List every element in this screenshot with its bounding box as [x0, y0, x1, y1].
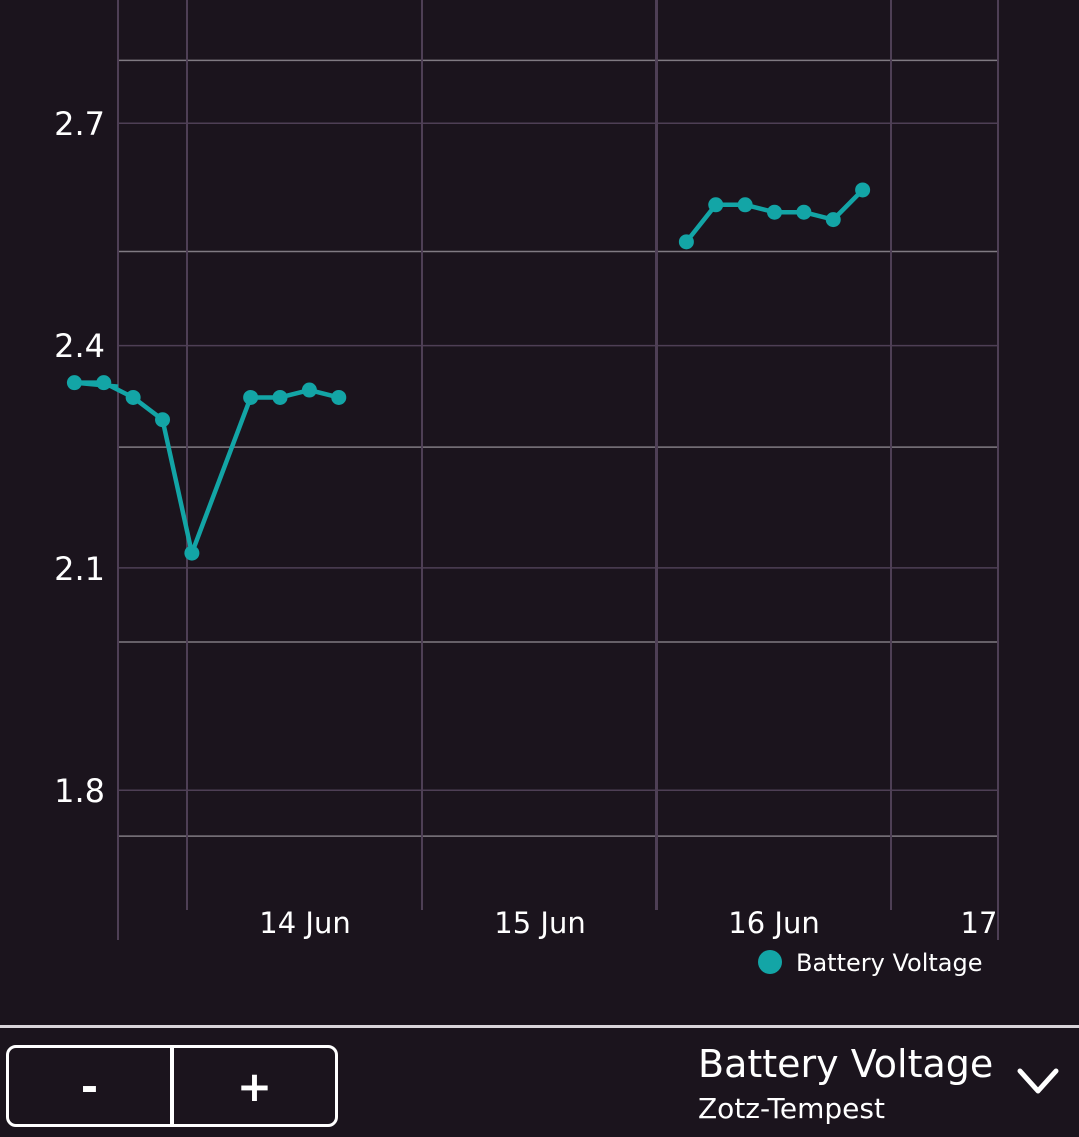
x-tick-label: 14 Jun — [259, 906, 350, 940]
data-point[interactable] — [66, 375, 82, 391]
data-point[interactable] — [301, 382, 317, 398]
zoom-controls: - + — [6, 1045, 338, 1127]
battery-voltage-chart: 2.7 2.4 2.1 1.8 14 Jun 15 Jun 16 Jun 17 … — [54, 0, 999, 977]
data-point[interactable] — [184, 545, 200, 561]
chevron-down-icon[interactable] — [1016, 1066, 1060, 1096]
series-line-segment — [72, 380, 340, 556]
legend-swatch — [758, 950, 782, 974]
chart-legend: Battery Voltage — [758, 949, 982, 977]
metric-selector[interactable]: Battery Voltage Zotz-Tempest — [698, 1040, 1073, 1130]
y-tick-label: 1.8 — [54, 772, 105, 810]
divider — [0, 1025, 1079, 1028]
zoom-separator — [170, 1048, 174, 1124]
chart-area[interactable]: 2.7 2.4 2.1 1.8 14 Jun 15 Jun 16 Jun 17 … — [0, 0, 1079, 1025]
data-point[interactable] — [243, 389, 259, 405]
data-point[interactable] — [796, 204, 812, 220]
metric-title: Battery Voltage — [698, 1042, 994, 1086]
series-layer — [66, 182, 871, 561]
legend-label: Battery Voltage — [796, 949, 982, 977]
data-point[interactable] — [272, 389, 288, 405]
data-point[interactable] — [708, 197, 724, 213]
grid-layer — [117, 0, 999, 940]
y-tick-label: 2.7 — [54, 105, 105, 143]
data-point[interactable] — [125, 389, 141, 405]
zoom-out-button[interactable]: - — [80, 1061, 99, 1111]
data-point[interactable] — [96, 375, 112, 391]
data-point[interactable] — [678, 234, 694, 250]
data-point[interactable] — [331, 389, 347, 405]
y-axis-tick-labels: 2.7 2.4 2.1 1.8 — [54, 105, 105, 810]
y-tick-label: 2.4 — [54, 327, 105, 365]
data-point[interactable] — [825, 212, 841, 228]
x-tick-label: 16 Jun — [728, 906, 819, 940]
data-point[interactable] — [155, 412, 171, 428]
data-point[interactable] — [855, 182, 871, 198]
data-point[interactable] — [737, 197, 753, 213]
zoom-in-button[interactable]: + — [236, 1061, 273, 1111]
data-point[interactable] — [767, 204, 782, 220]
device-name: Zotz-Tempest — [698, 1092, 885, 1125]
x-tick-label: 15 Jun — [494, 906, 585, 940]
x-axis-tick-labels: 14 Jun 15 Jun 16 Jun 17 — [259, 906, 997, 940]
y-tick-label: 2.1 — [54, 550, 105, 588]
x-tick-label: 17 — [961, 906, 998, 940]
